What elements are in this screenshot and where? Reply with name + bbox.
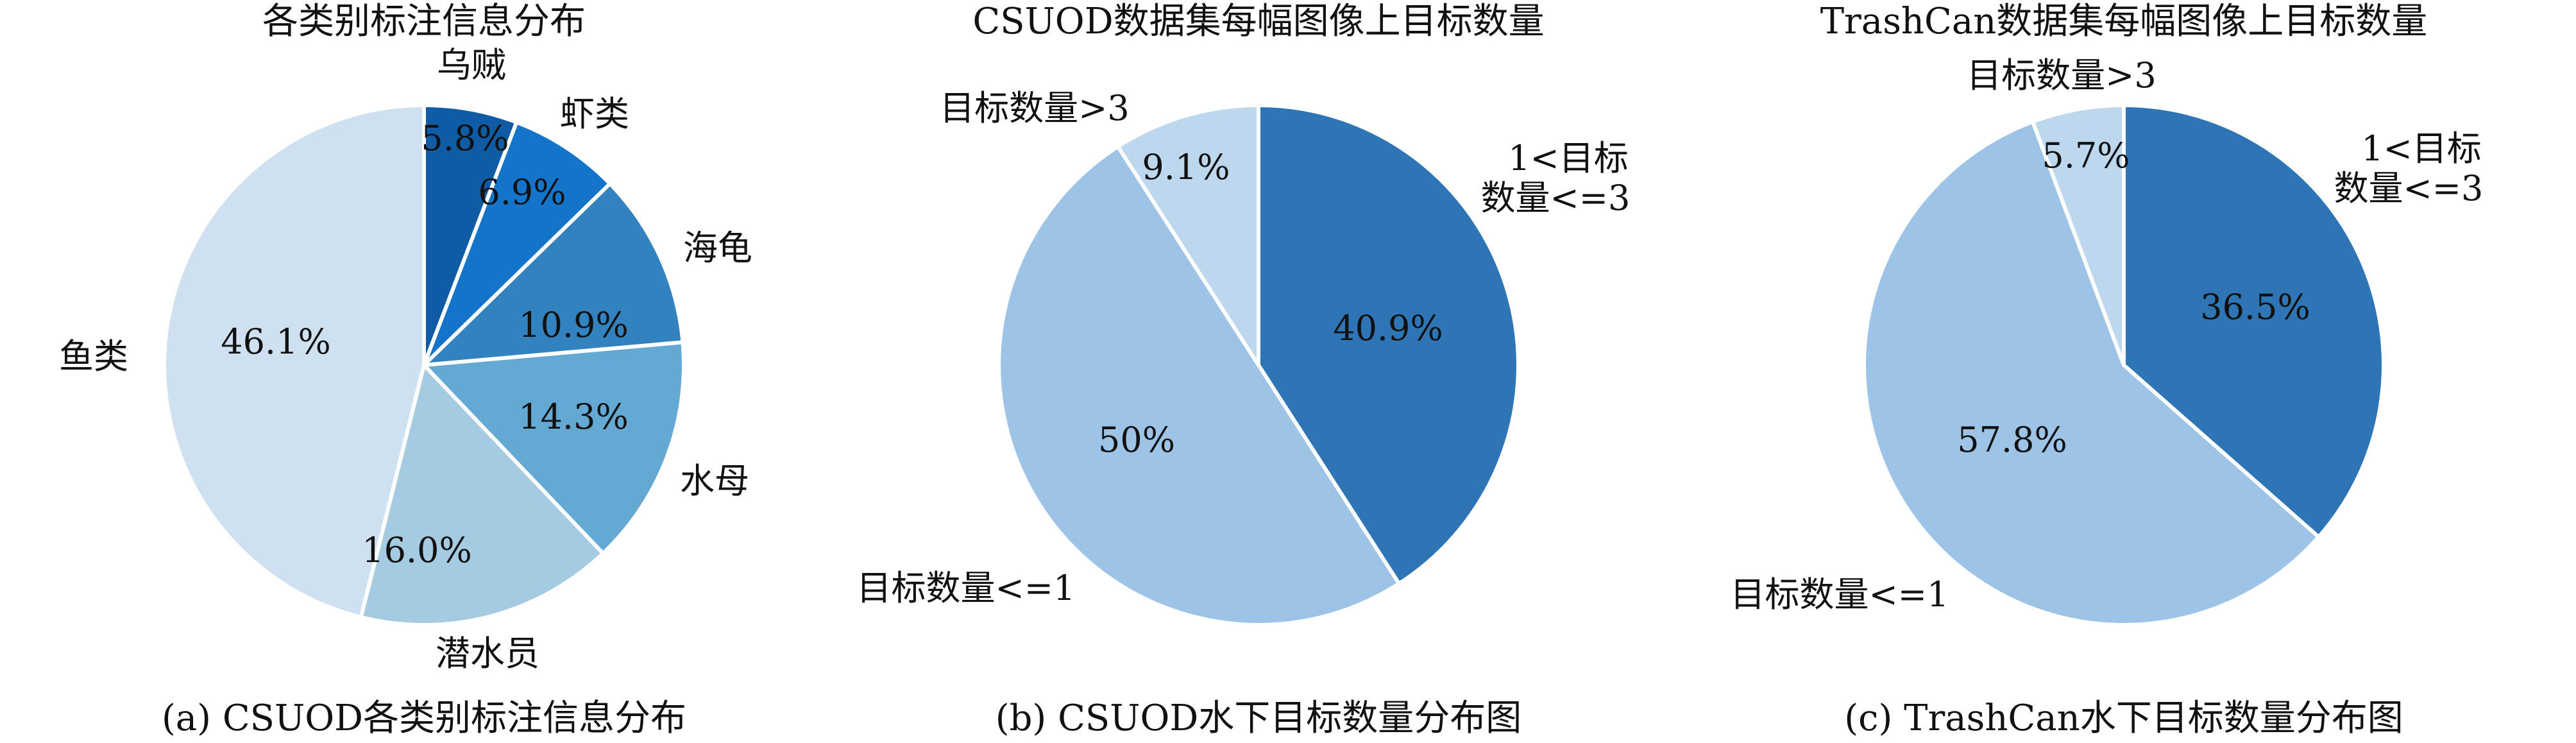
subfigure-caption: (b) CSUOD水下目标数量分布图 (996, 697, 1522, 739)
slice-percent-label: 36.5% (2200, 287, 2310, 327)
slice-category-label: 水母 (680, 461, 749, 501)
slice-category-label: 目标数量>3 (1967, 55, 2157, 96)
slice-percent-label: 46.1% (221, 321, 331, 362)
pie-slice (162, 103, 426, 619)
pie-slice (2122, 103, 2385, 539)
pie-slice (997, 144, 1402, 627)
pie-slice (422, 120, 612, 367)
slice-percent-label: 9.1% (1142, 147, 1230, 187)
slice-percent-label: 50% (1098, 420, 1175, 460)
slice-percent-label: 6.9% (478, 172, 566, 212)
slice-category-label: 1<目标数量<=3 (2334, 128, 2484, 209)
slice-category-label: 潜水员 (436, 633, 539, 674)
pie-slice (422, 340, 686, 556)
slice-percent-label: 5.7% (2042, 135, 2130, 176)
slice-category-label: 目标数量<=1 (1731, 574, 1949, 615)
subfigure-caption: (c) TrashCan水下目标数量分布图 (1844, 697, 2403, 739)
slice-category-label: 1<目标数量<=3 (1481, 138, 1631, 218)
slice-category-label: 目标数量<=1 (857, 568, 1076, 608)
chart-title: CSUOD数据集每幅图像上目标数量 (972, 1, 1544, 42)
slice-percent-label: 40.9% (1333, 308, 1443, 348)
pie-chart-3: TrashCan数据集每幅图像上目标数量 36.5% 1<目标数量<=3 57.8% 目… (1731, 1, 2484, 739)
slice-percent-label: 10.9% (518, 305, 629, 345)
slice-category-label: 目标数量>3 (940, 88, 1130, 128)
subfigure-caption: (a) CSUOD各类别标注信息分布 (162, 697, 686, 739)
pie-slice (2031, 103, 2126, 367)
pie-slice (1115, 103, 1260, 367)
slice-percent-label: 14.3% (518, 397, 629, 437)
slice-category-label: 鱼类 (59, 336, 128, 377)
slice-percent-label: 16.0% (362, 530, 472, 570)
slice-category-label: 虾类 (560, 94, 629, 134)
chart-title: 各类别标注信息分布 (262, 1, 586, 42)
pie-slice (359, 363, 606, 627)
slice-percent-label: 5.8% (421, 118, 509, 158)
pie-chart-1: 各类别标注信息分布 5.8% 乌贼 6.9% 虾类 10.9% 海龟 14.3% 水母 16.0%… (59, 1, 752, 739)
chart-title: TrashCan数据集每幅图像上目标数量 (1820, 1, 2428, 42)
pie-chart-2: CSUOD数据集每幅图像上目标数量 40.9% 1<目标数量<=3 50% 目标数量<=… (857, 1, 1631, 739)
slice-category-label: 海龟 (683, 228, 752, 268)
slice-category-label: 乌贼 (437, 45, 506, 85)
pie-slice (1862, 119, 2321, 627)
pie-slice (422, 182, 685, 367)
slice-percent-label: 57.8% (1957, 420, 2067, 460)
